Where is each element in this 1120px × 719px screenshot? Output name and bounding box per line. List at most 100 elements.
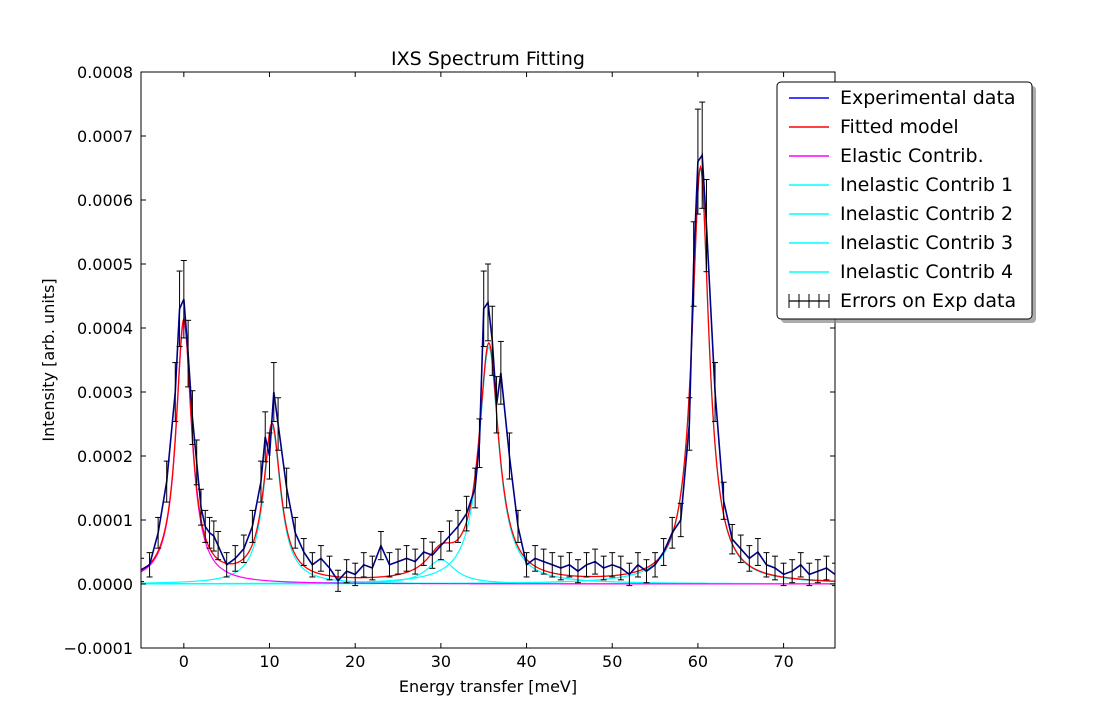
error-bar [566,552,573,578]
error-bar [172,362,179,422]
error-bar [463,495,470,532]
error-bar [446,520,453,552]
legend-entry: Fitted model [789,116,959,138]
error-bar [532,545,539,572]
error-bar [185,319,192,388]
error-bar [703,179,710,273]
error-bar [669,516,676,549]
error-bar [232,545,239,572]
error-bar [437,531,444,561]
y-tick-label: −0.0001 [64,639,133,658]
error-bar [583,552,590,578]
error-bar [377,531,384,561]
series-layer [141,152,835,585]
y-tick-label: 0.0004 [77,319,133,338]
error-bar [429,541,436,569]
error-bar [403,545,410,572]
error-bar [335,569,342,592]
error-bar [557,555,564,581]
error-bar [600,555,607,581]
legend-label: Inelastic Contrib 1 [840,174,1013,196]
error-bar [180,259,187,339]
error-bar [493,376,500,434]
plot-frame [140,71,836,649]
legend-label: Experimental data [840,87,1016,109]
error-bar [690,221,697,307]
x-tick-label: 70 [773,652,793,671]
y-tick-label: 0.0002 [77,447,133,466]
legend-entry: Elastic Contrib. [789,145,984,167]
error-bar [412,548,419,575]
error-bar [262,411,269,463]
error-bar [210,520,217,552]
error-bar [746,545,753,572]
legend-entry: Experimental data [789,87,1016,109]
error-bar [763,552,770,578]
error-bar [754,538,761,566]
error-bar [523,552,530,578]
error-bar [626,562,633,587]
error-bar [249,509,256,543]
error-bar [472,467,479,509]
error-bar [206,516,213,549]
error-bar [197,488,204,526]
legend: Experimental data Fitted model Elastic Con… [776,81,1036,323]
legend-entry: Inelastic Contrib 2 [789,203,1013,225]
error-bar [780,562,787,587]
legend-label: Elastic Contrib. [840,145,984,167]
error-bar [634,552,641,578]
error-bar [789,559,796,584]
error-bar [309,552,316,578]
x-tick-label: 0 [179,652,189,671]
y-tick-label: 0.0007 [77,127,133,146]
error-bar [163,460,170,503]
error-bar [270,362,277,422]
error-bar [686,397,693,451]
error-bar [360,552,367,578]
errorbar-layer [141,101,835,592]
error-bar [420,538,427,566]
y-tick-label: 0.0003 [77,383,133,402]
error-bar [617,555,624,581]
error-bar [193,439,200,486]
x-tick-label: 30 [431,652,451,671]
error-bar [352,562,359,587]
error-bar [223,552,230,578]
error-bar [592,548,599,575]
y-tick-label: 0.0006 [77,191,133,210]
x-tick-label: 60 [688,652,708,671]
y-tick-label: 0.0000 [77,575,133,594]
y-tick-label: 0.0008 [77,63,133,82]
error-bar [202,509,209,543]
x-tick-label: 10 [259,652,279,671]
error-bar [549,552,556,578]
error-bar [300,538,307,566]
x-axis-ticks: 0 10 20 30 40 50 60 70 [179,72,794,671]
x-tick-label: 40 [516,652,536,671]
error-bar [729,523,736,555]
error-bar [266,432,273,480]
x-axis-label: Energy transfer [meV] [399,677,577,696]
legend-label: Errors on Exp data [840,290,1016,312]
elastic-contrib-line [141,319,835,585]
error-bar [737,534,744,564]
y-axis-label: Intensity [arb. units] [39,278,58,441]
error-bar [155,516,162,549]
error-bar [476,418,483,469]
y-tick-label: 0.0001 [77,511,133,530]
error-bar [574,559,581,584]
error-bar [395,548,402,575]
error-bar [677,502,684,538]
error-bar [506,432,513,480]
legend-entry: Errors on Exp data [788,290,1016,312]
error-bar [386,552,393,578]
error-bar [806,562,813,587]
y-tick-label: 0.0005 [77,255,133,274]
error-bar [292,516,299,549]
error-bar [141,557,144,583]
legend-entry: Inelastic Contrib 1 [789,174,1013,196]
error-bar [660,538,667,566]
error-bar [699,101,706,209]
error-bar [283,467,290,509]
